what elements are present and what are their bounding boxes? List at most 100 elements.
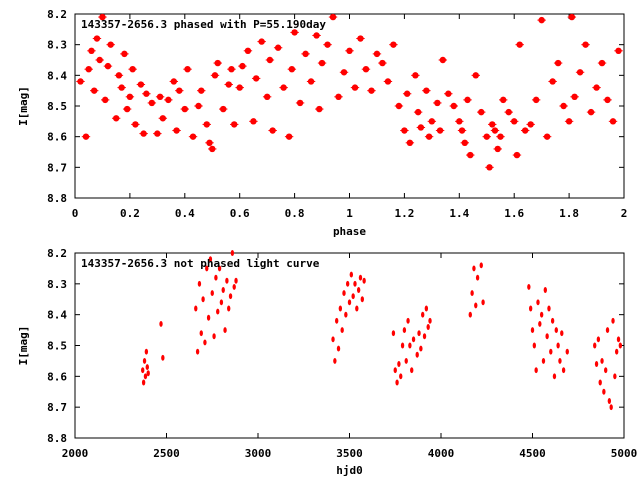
data-point <box>146 370 150 377</box>
y-tick-label: 8.4 <box>47 69 67 82</box>
data-point <box>172 127 181 134</box>
data-point <box>586 108 596 116</box>
data-point <box>90 87 99 94</box>
data-point <box>169 78 179 85</box>
y-tick-label: 8.3 <box>47 278 67 291</box>
data-point <box>217 265 222 272</box>
data-point <box>98 13 107 21</box>
data-point <box>144 348 149 355</box>
data-point <box>556 342 560 349</box>
data-point <box>87 47 96 54</box>
x-tick-label: 0.8 <box>285 207 305 220</box>
x-tick-label: 3000 <box>245 447 272 460</box>
plot-frame <box>74 13 625 199</box>
data-point <box>194 305 198 312</box>
data-point <box>411 72 420 79</box>
data-point <box>349 271 354 278</box>
data-point <box>301 50 310 58</box>
y-tick-label: 8.2 <box>47 247 67 260</box>
x-tick-label: 0.2 <box>120 207 140 220</box>
data-point <box>596 336 601 343</box>
data-point <box>553 59 563 67</box>
data-point <box>295 99 305 107</box>
data-point <box>593 342 597 349</box>
data-point <box>493 145 502 153</box>
data-point <box>567 13 577 21</box>
data-point <box>210 72 220 79</box>
data-point <box>158 115 168 122</box>
data-point <box>117 84 126 91</box>
data-point <box>564 118 574 125</box>
data-point <box>205 139 214 146</box>
data-point <box>399 373 403 380</box>
data-point <box>565 348 569 355</box>
data-point <box>411 336 416 343</box>
data-point <box>202 121 211 128</box>
data-point <box>81 133 91 140</box>
data-point <box>125 93 135 101</box>
data-point <box>249 118 258 125</box>
data-point <box>230 121 239 128</box>
data-point <box>526 121 535 128</box>
data-point <box>537 16 546 24</box>
data-point <box>106 41 115 48</box>
data-point <box>224 81 233 88</box>
data-point <box>404 357 408 364</box>
data-point <box>538 320 542 327</box>
y-tick-label: 8.3 <box>47 39 67 52</box>
data-point <box>422 333 427 340</box>
data-point <box>413 108 423 116</box>
data-point <box>183 66 192 73</box>
data-point <box>496 133 505 140</box>
data-point <box>315 105 324 113</box>
data-point <box>534 367 538 374</box>
data-point <box>378 59 387 67</box>
data-point <box>530 327 535 334</box>
data-point <box>139 130 148 137</box>
data-point <box>549 348 553 355</box>
data-point <box>336 345 341 352</box>
plot-frame <box>74 252 625 439</box>
data-point <box>279 84 288 91</box>
data-point <box>393 367 397 374</box>
x-tick-label: 1.2 <box>394 207 414 220</box>
data-point <box>342 290 346 297</box>
data-point <box>212 333 216 340</box>
plot-title: 143357-2656.3 not phased light curve <box>81 257 320 270</box>
data-point <box>468 311 472 318</box>
data-point <box>488 121 497 128</box>
x-tick-label: 1.4 <box>449 207 469 220</box>
data-point <box>206 314 211 321</box>
data-point <box>481 299 485 306</box>
data-point <box>490 127 500 134</box>
data-point <box>421 311 425 318</box>
data-point <box>356 35 365 42</box>
x-tick-label: 1.6 <box>504 207 524 220</box>
data-point <box>536 299 540 306</box>
data-point <box>141 367 145 374</box>
data-point <box>395 379 399 386</box>
data-point <box>141 379 146 386</box>
data-point <box>471 72 480 79</box>
data-point <box>477 108 486 116</box>
data-point <box>153 130 162 137</box>
data-point <box>422 87 431 94</box>
data-point <box>512 151 522 159</box>
data-point <box>410 367 414 374</box>
phased-light-curve-plot: 0 0.2 0.4 0.6 0.8 1 1.2 1.4 1.6 1.8 2 8.2 8.3 8.4 8.5 8… <box>17 8 627 238</box>
data-point <box>575 69 585 76</box>
data-point <box>438 56 448 64</box>
data-point <box>603 96 612 104</box>
data-point <box>161 354 165 361</box>
x-tick-label: 0.6 <box>230 207 250 220</box>
data-point <box>560 330 564 337</box>
data-point <box>528 305 533 312</box>
data-point <box>114 72 124 79</box>
data-point <box>238 62 247 70</box>
data-point <box>427 118 437 125</box>
data-point <box>208 256 213 263</box>
data-point <box>143 373 148 380</box>
data-point <box>128 66 137 73</box>
